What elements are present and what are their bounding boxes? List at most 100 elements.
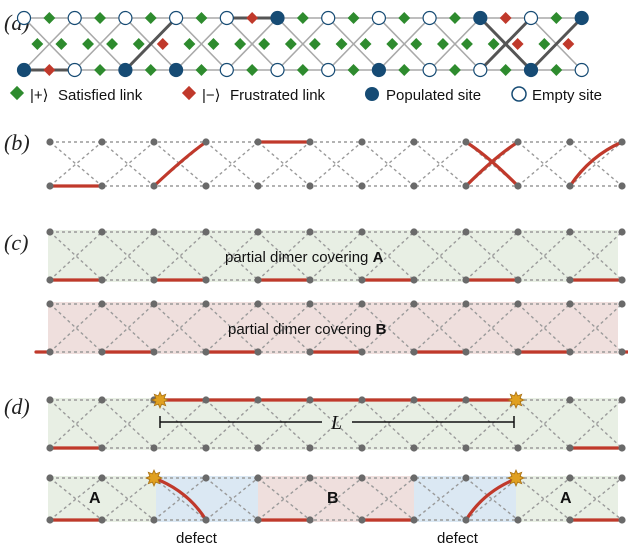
lattice-site	[150, 138, 158, 146]
satisfied-link-marker	[284, 38, 297, 50]
empty-site	[422, 62, 437, 78]
lattice-site	[150, 276, 158, 284]
lattice-site	[566, 348, 574, 356]
defect-left-label: defect	[176, 530, 218, 546]
lattice-site	[46, 516, 54, 524]
lattice-site	[150, 348, 158, 356]
lattice-site	[306, 228, 314, 236]
cover-b-name: B	[376, 321, 387, 338]
lattice-link	[569, 141, 623, 187]
lattice-site	[98, 182, 106, 190]
lattice-link	[569, 477, 623, 521]
lattice-site	[46, 444, 54, 452]
lattice-site	[306, 396, 314, 404]
frustrated-link-marker	[511, 38, 524, 50]
region-a-left	[48, 476, 156, 522]
lattice-site	[410, 516, 418, 524]
lattice-site	[462, 444, 470, 452]
satisfied-link-marker	[550, 12, 563, 24]
lattice-site	[358, 300, 366, 308]
cover-a-region	[48, 230, 618, 282]
lattice-site	[254, 276, 262, 284]
lattice-site	[566, 276, 574, 284]
frustrated-link-marker	[246, 12, 259, 24]
lattice-site	[150, 182, 158, 190]
lattice-site	[462, 300, 470, 308]
satisfied-link-marker	[234, 38, 247, 50]
lattice-site	[358, 396, 366, 404]
lattice-site	[46, 138, 54, 146]
lattice-site	[98, 228, 106, 236]
lattice-site	[254, 228, 262, 236]
lattice-site	[306, 474, 314, 482]
lattice-site	[410, 300, 418, 308]
lattice-site	[150, 300, 158, 308]
populated-site	[574, 10, 589, 26]
length-marker: L	[159, 412, 515, 434]
lattice-site	[410, 396, 418, 404]
lattice-site	[618, 276, 626, 284]
lattice-site	[358, 228, 366, 236]
d1-region	[48, 398, 618, 450]
lattice-link	[361, 141, 415, 187]
lattice-site	[306, 300, 314, 308]
populated-site	[371, 62, 386, 78]
populated-site	[169, 62, 184, 78]
lattice-link	[413, 141, 467, 187]
lattice-site	[254, 474, 262, 482]
lattice-link	[23, 17, 76, 71]
region-a-left-label: A	[89, 490, 101, 507]
dimer	[152, 476, 208, 522]
populated-site	[523, 62, 539, 78]
empty-text: Empty site	[532, 87, 602, 104]
panel-a-lattice	[16, 10, 589, 78]
lattice-link	[226, 17, 279, 71]
lattice-site	[98, 474, 106, 482]
lattice-site	[514, 276, 522, 284]
defect-star	[506, 468, 526, 488]
panel-b-label: (b)	[4, 130, 30, 155]
lattice-site	[514, 138, 522, 146]
satisfied-link-marker	[94, 12, 106, 24]
panel-d-upper-lattice	[46, 390, 626, 452]
lattice-site	[98, 444, 106, 452]
satisfied-link-marker	[94, 64, 106, 76]
satisfied-link-marker	[437, 38, 449, 50]
populated-site	[16, 62, 32, 78]
lattice-site	[150, 444, 158, 452]
lattice-site	[98, 396, 106, 404]
lattice-link	[257, 477, 311, 521]
lattice-site	[358, 138, 366, 146]
populated-site	[270, 10, 285, 26]
panel-c-cover-a-lattice	[46, 228, 626, 284]
lattice-link	[517, 477, 571, 521]
dimer	[464, 140, 520, 188]
lattice-site	[46, 396, 54, 404]
satisfied-link-marker	[296, 12, 309, 24]
active-link	[529, 16, 583, 72]
lattice-link	[257, 141, 311, 187]
lattice-site	[306, 138, 314, 146]
lattice-link	[257, 477, 311, 521]
lattice-site	[46, 348, 54, 356]
lattice-link	[569, 141, 623, 187]
satisfied-link-marker	[43, 12, 56, 24]
empty-site	[67, 10, 82, 26]
empty-site	[219, 10, 234, 26]
lattice-site	[202, 182, 210, 190]
defect-star	[150, 390, 170, 410]
lattice-site	[462, 474, 470, 482]
lattice-link	[361, 477, 415, 521]
lattice-site	[566, 300, 574, 308]
frustrated-link-marker	[181, 85, 197, 101]
satisfied-link-marker	[9, 85, 25, 101]
lattice-site	[254, 348, 262, 356]
lattice-site	[358, 444, 366, 452]
lattice-link	[205, 141, 259, 187]
lattice-site	[98, 138, 106, 146]
lattice-site	[202, 516, 210, 524]
satisfied-link-marker	[258, 38, 271, 50]
empty-site	[321, 10, 336, 26]
populated-site-marker	[365, 87, 379, 101]
